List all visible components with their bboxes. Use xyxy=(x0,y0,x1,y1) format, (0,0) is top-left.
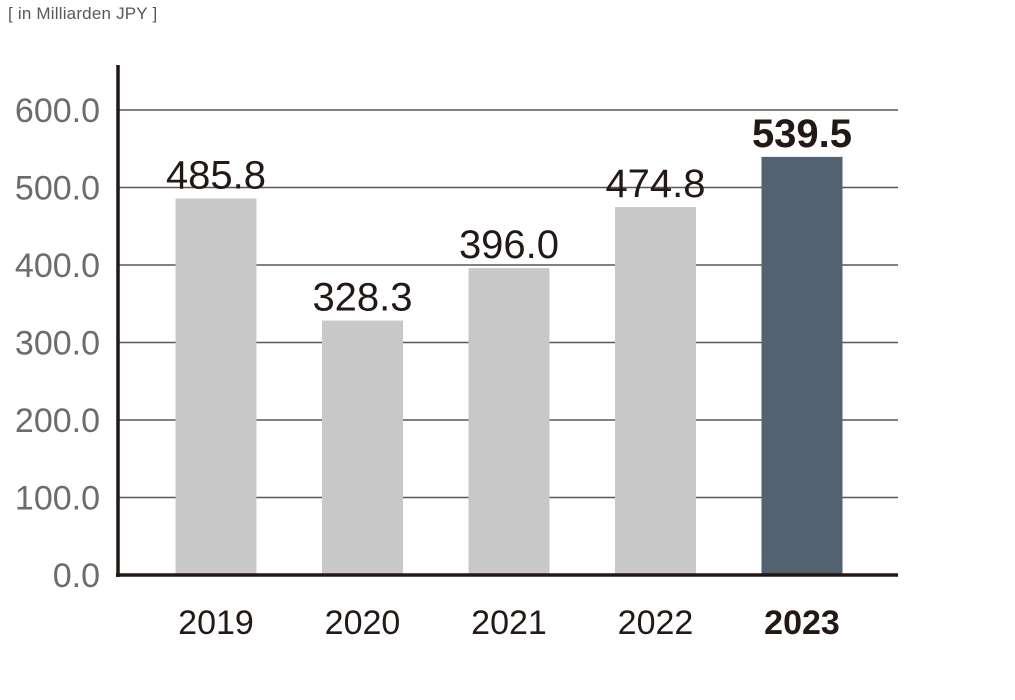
value-label: 396.0 xyxy=(459,223,559,267)
y-tick-label: 600.0 xyxy=(15,92,100,130)
bars xyxy=(175,156,843,575)
y-tick-label: 500.0 xyxy=(15,170,100,208)
x-tick-label: 2020 xyxy=(325,604,401,642)
y-tick-label: 400.0 xyxy=(15,247,100,285)
bar-2023 xyxy=(761,156,843,575)
axes xyxy=(116,65,898,577)
bar-2021 xyxy=(468,268,550,575)
y-tick-label: 300.0 xyxy=(15,325,100,363)
y-tick-label: 100.0 xyxy=(15,480,100,518)
value-label: 539.5 xyxy=(752,112,852,156)
value-label: 328.3 xyxy=(312,276,412,320)
value-labels: 485.8 328.3 396.0 474.8 539.5 xyxy=(166,112,852,320)
y-tick-label: 0.0 xyxy=(53,557,100,595)
bar-2019 xyxy=(175,198,257,575)
unit-label: [ in Milliarden JPY ] xyxy=(8,4,158,23)
y-tick-label: 200.0 xyxy=(15,402,100,440)
x-tick-label: 2021 xyxy=(471,604,547,642)
value-label: 474.8 xyxy=(605,162,705,206)
x-tick-label: 2022 xyxy=(618,604,694,642)
y-axis-ticks: 0.0 100.0 200.0 300.0 400.0 500.0 600.0 xyxy=(15,92,100,595)
x-axis-ticks: 2019 2020 2021 2022 2023 xyxy=(178,604,840,642)
value-label: 485.8 xyxy=(166,154,266,198)
x-tick-label: 2023 xyxy=(764,604,840,642)
x-tick-label: 2019 xyxy=(178,604,254,642)
bar-2020 xyxy=(322,320,403,575)
bar-2022 xyxy=(615,207,696,575)
